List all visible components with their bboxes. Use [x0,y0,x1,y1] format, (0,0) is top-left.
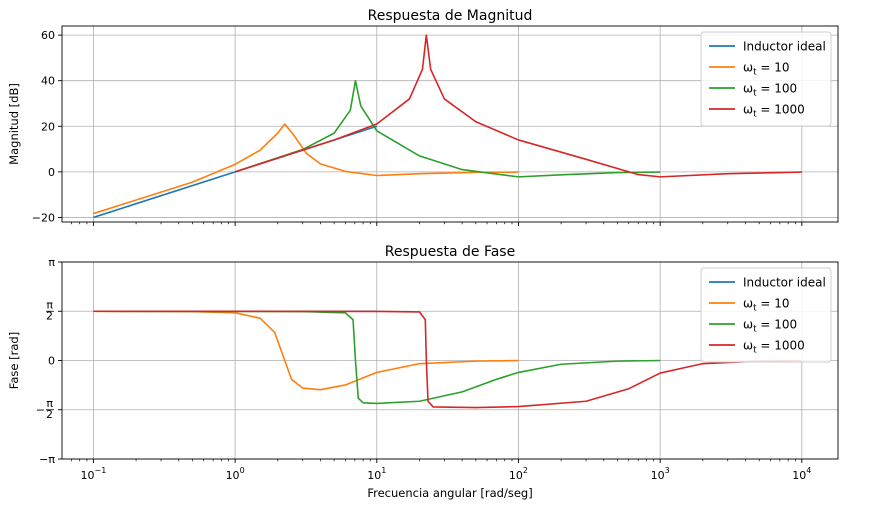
y-tick-label: π [48,256,55,269]
y-tick-label: 0 [48,355,55,368]
legend-label: ωt = 10 [743,297,790,314]
x-ticks [71,222,803,226]
legend-label: ωt = 100 [743,318,797,335]
series-group [93,34,802,219]
x-ticks: 10−1 100 101 102 103 104 [71,459,811,482]
magnitude-panel: −20 0 20 40 60 Respuesta de Magnitud Magnitud … [7,8,839,226]
series-line-2 [93,310,661,405]
chart-title: Respuesta de Magnitud [368,8,533,24]
legend-label: ωt = 10 [743,61,790,78]
y-axis-label: Magnitud [dB] [7,83,21,165]
series-line-1 [93,123,519,215]
svg-text:π: π [46,298,53,311]
series-line-2 [234,79,661,178]
y-tick-label: π2 [46,298,54,322]
legend-label: ωt = 1000 [743,339,805,356]
x-tick-label: 101 [367,466,386,482]
legend-label: ωt = 100 [743,82,797,99]
x-tick-label: 10−1 [81,466,107,482]
x-tick-label: 100 [226,466,245,482]
y-tick-label: π2− [36,397,54,421]
svg-text:2: 2 [46,309,53,322]
series-line-1 [93,310,519,391]
chart-title: Respuesta de Fase [385,244,515,260]
legend-label: Inductor ideal [743,276,826,290]
y-tick-label: −20 [32,211,55,224]
legend-box [700,31,832,127]
x-axis-label: Frecuencia angular [rad/seg] [367,486,532,500]
legend: Inductor ideal ωt = 10 ωt = 100 ωt = 1000 [700,31,832,127]
x-tick-label: 104 [792,466,811,482]
y-ticks: −20 0 20 40 60 [32,29,62,224]
y-tick-label: 0 [48,166,55,179]
svg-text:−: − [36,403,45,416]
series-line-3 [234,34,802,178]
y-tick-label: −π [39,453,55,466]
legend-label: ωt = 1000 [743,103,805,120]
legend: Inductor ideal ωt = 10 ωt = 100 ωt = 1000 [700,267,832,363]
y-tick-label: 60 [41,29,55,42]
legend-box [700,267,832,363]
y-tick-label: 20 [41,120,55,133]
series-group [93,310,802,409]
axes-frame [61,25,839,223]
x-tick-label: 103 [651,466,670,482]
svg-text:2: 2 [46,408,53,421]
svg-text:π: π [46,397,53,410]
x-tick-label: 102 [509,466,528,482]
y-axis-label: Fase [rad] [7,332,21,389]
y-tick-label: 40 [41,75,55,88]
legend-label: Inductor ideal [743,40,826,54]
series-line-3 [93,310,802,409]
